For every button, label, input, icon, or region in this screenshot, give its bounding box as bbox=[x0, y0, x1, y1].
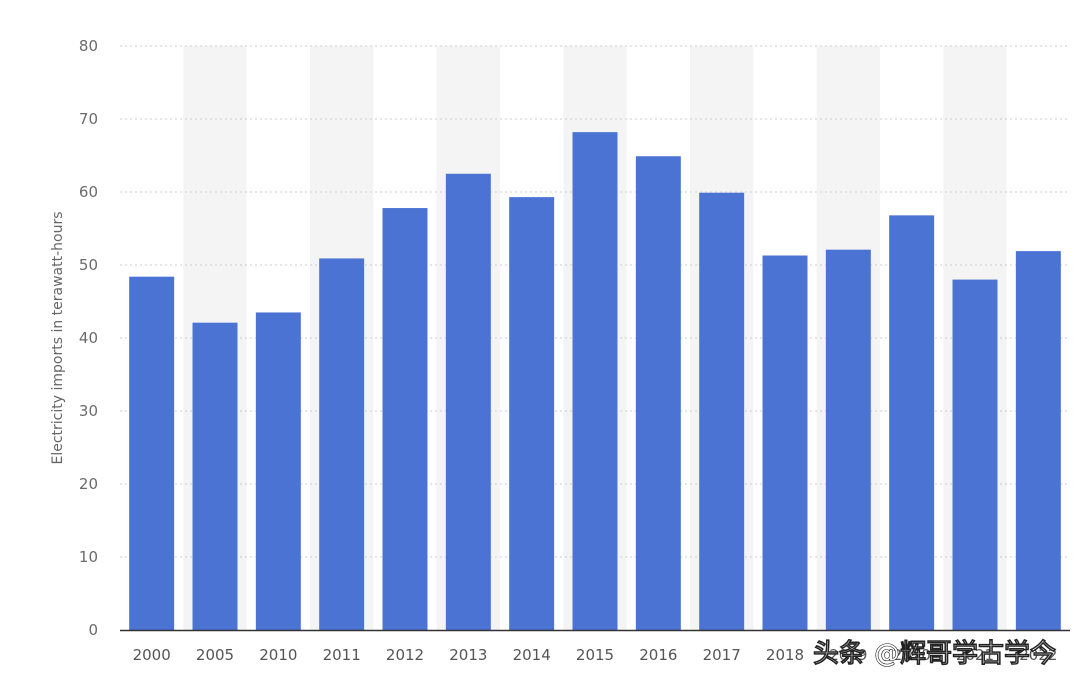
watermark-text: 头条 @辉哥学古学今 bbox=[813, 638, 1056, 669]
x-tick-label-2019: 2019 bbox=[829, 646, 867, 664]
bar-2014[interactable] bbox=[509, 197, 555, 631]
bar-2020[interactable] bbox=[889, 215, 935, 631]
x-tick-label-2012: 2012 bbox=[386, 646, 424, 664]
x-tick-label-2021: 2021 bbox=[956, 646, 994, 664]
x-tick-label-2013: 2013 bbox=[449, 646, 487, 664]
bar-2022[interactable] bbox=[1015, 251, 1061, 630]
bar-2021[interactable] bbox=[952, 279, 998, 630]
y-tick-label-50: 50 bbox=[79, 256, 98, 274]
y-tick-label-40: 40 bbox=[79, 329, 98, 347]
x-tick-label-2010: 2010 bbox=[259, 646, 297, 664]
y-axis-label: Electricity imports in terawatt-hours bbox=[50, 211, 66, 464]
y-tick-label-30: 30 bbox=[79, 402, 98, 420]
bar-2005[interactable] bbox=[192, 322, 238, 630]
x-tick-label-2015: 2015 bbox=[576, 646, 614, 664]
y-tick-label-10: 10 bbox=[79, 548, 98, 566]
x-tick-label-2016: 2016 bbox=[639, 646, 677, 664]
x-tick-label-2018: 2018 bbox=[766, 646, 804, 664]
bar-2015[interactable] bbox=[572, 132, 618, 630]
x-tick-label-2011: 2011 bbox=[323, 646, 361, 664]
x-tick-label-2017: 2017 bbox=[703, 646, 741, 664]
x-tick-label-2020: 2020 bbox=[893, 646, 931, 664]
y-tick-label-70: 70 bbox=[79, 110, 98, 128]
x-tick-label-2014: 2014 bbox=[513, 646, 551, 664]
x-axis-ticks: 2000 2005 2010 2011 2012 2013 2014 2015 2016 2017… bbox=[133, 646, 1058, 664]
x-tick-label-2005: 2005 bbox=[196, 646, 234, 664]
y-tick-label-0: 0 bbox=[88, 621, 98, 639]
bar-2016[interactable] bbox=[635, 156, 681, 631]
bars bbox=[129, 132, 1061, 631]
x-tick-label-2000: 2000 bbox=[133, 646, 171, 664]
bar-2000[interactable] bbox=[129, 276, 175, 630]
bar-2019[interactable] bbox=[825, 249, 871, 631]
y-axis-ticks: 0 10 20 30 40 50 60 70 80 bbox=[79, 37, 98, 639]
y-tick-label-60: 60 bbox=[79, 183, 98, 201]
bar-2017[interactable] bbox=[699, 192, 745, 631]
bar-2018[interactable] bbox=[762, 255, 808, 630]
bar-2012[interactable] bbox=[382, 208, 428, 630]
bar-2013[interactable] bbox=[445, 173, 491, 630]
x-tick-label-2022: 2022 bbox=[1019, 646, 1057, 664]
y-tick-label-20: 20 bbox=[79, 475, 98, 493]
y-tick-label-80: 80 bbox=[79, 37, 98, 55]
bar-2011[interactable] bbox=[319, 258, 365, 630]
bar-2010[interactable] bbox=[255, 312, 301, 630]
